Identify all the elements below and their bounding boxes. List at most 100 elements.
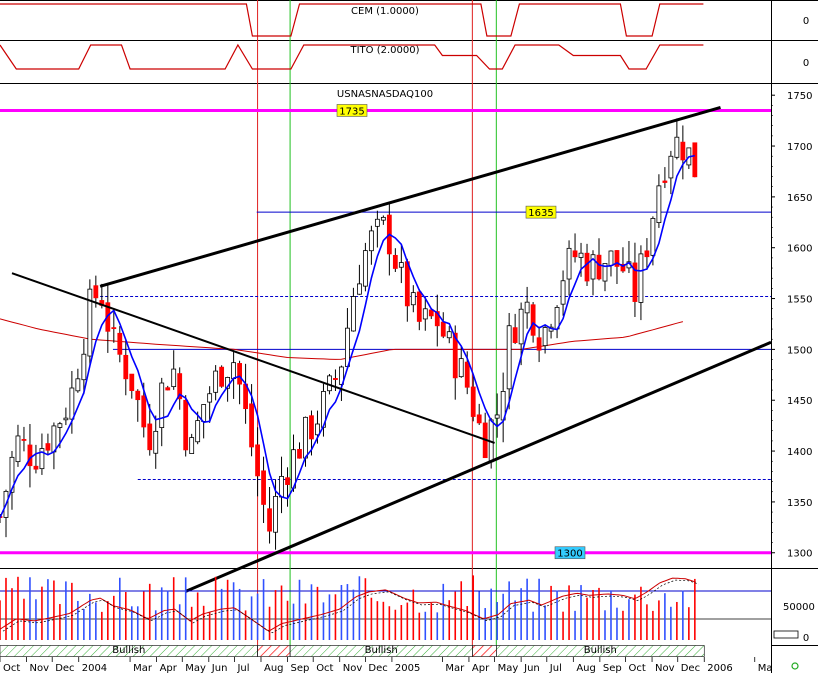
candle-body xyxy=(422,308,428,320)
candle-body xyxy=(267,508,272,532)
candle-body xyxy=(530,304,536,336)
x-tick-label: Ma xyxy=(758,663,773,673)
candle-body xyxy=(614,250,620,267)
candle-body xyxy=(368,230,374,252)
vol-tick-label: 50000 xyxy=(783,602,815,613)
x-tick-label: Nov xyxy=(30,663,50,673)
x-tick-label: Jun xyxy=(523,663,540,673)
candle-body xyxy=(273,495,278,533)
candle-body xyxy=(374,218,380,227)
trend-line xyxy=(99,105,721,288)
candle-body xyxy=(536,337,542,351)
candle-body xyxy=(410,292,416,306)
x-tick-label: 2004 xyxy=(82,663,107,673)
candle-body xyxy=(177,373,183,400)
candle-body xyxy=(15,435,21,463)
candle-body xyxy=(159,382,165,428)
candle-body xyxy=(135,390,141,401)
candle-body xyxy=(87,288,93,357)
candle-body xyxy=(632,262,638,302)
candle-body xyxy=(644,250,650,258)
price-tick-label: 1750 xyxy=(787,91,812,102)
candle-body xyxy=(512,327,518,343)
candle-body xyxy=(458,358,464,378)
tito-tick: 0 xyxy=(803,58,809,69)
candle-body xyxy=(542,327,548,347)
x-tick-label: 2005 xyxy=(395,663,420,673)
price-tick-label: 1450 xyxy=(787,396,812,407)
candle-body xyxy=(213,370,219,393)
candle-body xyxy=(255,444,260,477)
candle-body xyxy=(69,387,75,420)
candle-body xyxy=(165,387,171,391)
oscillator-signal xyxy=(2,579,699,634)
candle-body xyxy=(476,414,482,424)
note-band xyxy=(472,645,497,657)
note-band-label: Bullish xyxy=(365,645,398,656)
candle-body xyxy=(339,366,344,385)
x-tick-label: Aug xyxy=(264,663,284,673)
level-label: 1635 xyxy=(528,208,553,219)
candle-body xyxy=(572,250,578,258)
cem-tick: 0 xyxy=(803,16,809,27)
candle-body xyxy=(566,247,572,280)
candle-body xyxy=(404,261,410,307)
level-label-box xyxy=(525,205,557,219)
candle-body xyxy=(129,373,135,391)
candle-body xyxy=(201,404,207,422)
price-tick-label: 1550 xyxy=(787,295,812,306)
candle-body xyxy=(440,321,446,337)
candle-body xyxy=(674,136,680,158)
candle-body xyxy=(494,414,500,419)
candle-body xyxy=(668,155,674,179)
x-tick-label: Sep xyxy=(291,663,310,673)
level-label-box xyxy=(554,546,586,560)
price-tick-label: 1600 xyxy=(787,244,812,255)
candle-body xyxy=(219,366,225,387)
candle-body xyxy=(470,386,476,417)
candle-body xyxy=(680,141,686,161)
oscillator-line xyxy=(0,577,696,632)
candle-body xyxy=(524,301,530,314)
candle-body xyxy=(75,378,81,392)
x-tick-label: Apr xyxy=(160,663,178,673)
x-tick-label: Mar xyxy=(133,663,153,673)
price-tick-label: 1650 xyxy=(787,193,812,204)
x-tick-label: Oct xyxy=(3,663,20,673)
candle-body xyxy=(171,368,177,388)
price-tick-label: 1700 xyxy=(787,142,812,153)
candle-body xyxy=(231,362,237,380)
candle-body xyxy=(464,361,470,388)
candle-body xyxy=(357,283,362,295)
candle-body xyxy=(297,449,302,459)
price-tick-label: 1500 xyxy=(787,345,812,356)
candle-body xyxy=(183,399,189,451)
candle-body xyxy=(398,262,404,268)
x-tick-label: Nov xyxy=(655,663,675,673)
candle-body xyxy=(345,327,350,367)
candle-body xyxy=(506,325,512,390)
x-tick-label: Sep xyxy=(603,663,622,673)
price-tick-label: 1350 xyxy=(787,498,812,509)
candle-body xyxy=(638,253,644,303)
candle-body xyxy=(27,444,33,467)
candle-body xyxy=(446,331,452,339)
candle-body xyxy=(315,423,320,436)
x-tick-label: Dec xyxy=(368,663,387,673)
x-tick-label: Jun xyxy=(211,663,228,673)
candle-body xyxy=(620,263,626,272)
x-tick-label: Oct xyxy=(629,663,646,673)
candle-body xyxy=(650,218,656,256)
candle-body xyxy=(608,250,614,266)
candle-body xyxy=(141,395,147,428)
candle-body xyxy=(692,142,698,178)
tito-title: TITO (2.0000) xyxy=(349,45,419,56)
x-tick-label: Oct xyxy=(316,663,333,673)
candle-body xyxy=(93,285,99,299)
candle-body xyxy=(33,465,39,470)
x-tick-label: Dec xyxy=(681,663,700,673)
x-tick-label: Jul xyxy=(549,663,562,673)
candle-body xyxy=(261,470,266,505)
status-dot-icon xyxy=(791,662,799,670)
